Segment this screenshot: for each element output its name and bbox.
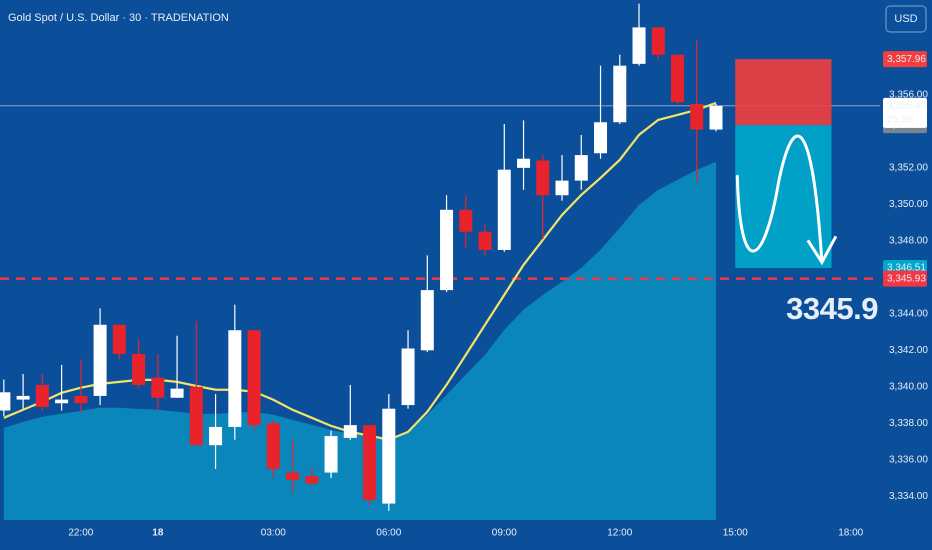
candle-body (690, 104, 704, 130)
candle-body (74, 395, 88, 404)
y-tick-label: 3,336.00 (889, 454, 928, 465)
candle-body (382, 408, 396, 504)
price-tag (883, 270, 927, 287)
currency-label[interactable]: USD (894, 13, 917, 25)
y-tick-label: 3,334.00 (889, 491, 928, 502)
y-tick-label: 3,356.00 (889, 90, 928, 101)
candle-body (286, 472, 300, 480)
candle-body (459, 209, 473, 232)
ma-line (3, 101, 717, 441)
candle-body (189, 386, 203, 446)
projection-curve (735, 134, 824, 263)
y-tick-label: 3,344.00 (889, 308, 928, 319)
x-tick-label: 18:00 (838, 528, 863, 539)
y-tick-label: 3,340.00 (889, 381, 928, 392)
y-tick-label: 3,352.00 (889, 163, 928, 174)
candle-body (632, 27, 646, 64)
candle-body (16, 395, 30, 400)
last-price-label: 3,355.40 (887, 100, 926, 111)
candle-body (594, 122, 608, 154)
x-tick-label: 18 (152, 528, 164, 539)
price-tag-label: 3,346.51 (887, 263, 926, 274)
y-tick-label: 3,342.00 (889, 345, 928, 356)
x-tick-label: 06:00 (376, 528, 401, 539)
candle-body (420, 290, 434, 351)
candle-body (574, 155, 588, 181)
candle-body (247, 330, 261, 426)
candle-body (55, 399, 69, 404)
candle-body (709, 105, 723, 130)
x-tick-label: 22:00 (68, 528, 93, 539)
candle-body (35, 384, 49, 407)
candle-body (343, 425, 357, 438)
candle-body (305, 476, 319, 484)
plot-area: 3,334.00 3,336.00 3,338.00 3,340.00 3,342.00… (0, 3, 928, 539)
chart-title: Gold Spot / U.S. Dollar · 30 · TRADENATI… (8, 12, 229, 24)
price-tag-label: 3,357.96 (887, 54, 926, 65)
currency-button[interactable] (885, 5, 927, 33)
candle-body (671, 54, 685, 103)
x-tick-label: 03:00 (261, 528, 286, 539)
stop-zone (735, 59, 832, 126)
projection-arrowhead (806, 235, 838, 266)
last-price-tag (883, 97, 927, 128)
candle-body (324, 436, 338, 473)
countdown-label: 25:36 (887, 114, 912, 125)
candle-body (517, 158, 531, 168)
candle-body (651, 27, 665, 55)
price-tag (883, 51, 927, 68)
y-tick-label: 3,338.00 (889, 418, 928, 429)
candle-body (209, 426, 223, 446)
candle-body (363, 425, 377, 500)
candle-body (170, 388, 184, 398)
candle-body (151, 377, 165, 398)
y-tick-label: 3,350.00 (889, 199, 928, 210)
candle-body (536, 160, 550, 196)
candle-body (440, 209, 454, 291)
candle-body (112, 324, 126, 354)
y-tick-label: 3,348.00 (889, 235, 928, 246)
area-indicator (3, 161, 717, 520)
candle-body (132, 353, 146, 385)
candle-body (266, 423, 280, 469)
x-tick-label: 15:00 (723, 528, 748, 539)
candle-body (555, 180, 569, 196)
x-tick-label: 09:00 (492, 528, 517, 539)
price-tag-label: 3,345.93 (887, 273, 926, 284)
candle-body (401, 348, 415, 406)
candle-body (497, 169, 511, 250)
candle-body (93, 324, 107, 396)
candle-body (613, 65, 627, 123)
level-note: 3345.9 (786, 291, 878, 326)
candle-body (228, 330, 242, 427)
x-tick-label: 12:00 (607, 528, 632, 539)
candle-body (478, 231, 492, 250)
candle-body (0, 392, 11, 411)
